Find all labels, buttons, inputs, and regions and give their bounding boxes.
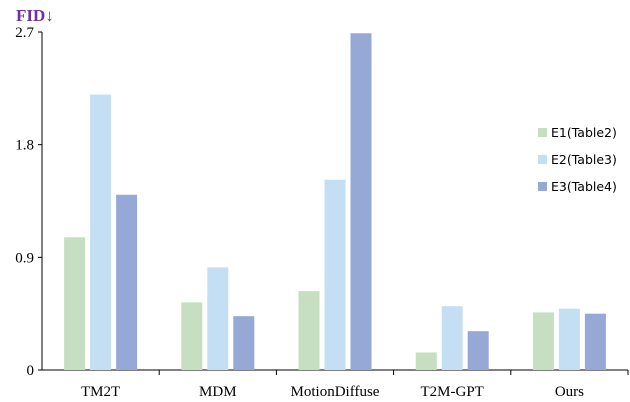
legend-label: E3(Table4) <box>551 179 617 194</box>
bar <box>532 312 554 370</box>
chart-title: FID↓ <box>16 6 54 25</box>
bar <box>467 331 489 370</box>
y-tick-label: 2.7 <box>15 25 34 41</box>
legend-swatch <box>538 182 547 191</box>
bar <box>116 194 138 370</box>
bar <box>181 302 203 370</box>
x-tick-label: T2M-GPT <box>421 384 484 400</box>
legend: E1(Table2) E2(Table3) E3(Table4) <box>538 125 617 194</box>
bar <box>324 179 346 370</box>
bar <box>584 313 606 370</box>
bar <box>207 267 229 370</box>
x-tick-label: MotionDiffuse <box>291 384 380 400</box>
bar <box>233 316 255 370</box>
legend-swatch <box>538 155 547 164</box>
bar <box>441 306 463 370</box>
x-tick-label: Ours <box>555 384 584 400</box>
x-tick-label: TM2T <box>81 384 120 400</box>
bar <box>298 291 320 370</box>
legend-label: E2(Table3) <box>551 152 617 167</box>
bars <box>64 33 606 370</box>
bar <box>64 237 86 370</box>
y-tick-label: 0.9 <box>15 250 34 266</box>
legend-swatch <box>538 128 547 137</box>
bar <box>415 352 437 370</box>
bar <box>350 33 372 370</box>
y-tick-label: 1.8 <box>15 138 34 154</box>
axes: 0 0.9 1.8 2.7 TM2T MDM MotionDiffuse T2M-GPT Our… <box>15 25 629 400</box>
bar <box>558 308 580 370</box>
x-tick-label: MDM <box>199 384 237 400</box>
y-tick-label: 0 <box>27 363 35 379</box>
bar <box>90 94 112 370</box>
legend-label: E1(Table2) <box>551 125 617 140</box>
